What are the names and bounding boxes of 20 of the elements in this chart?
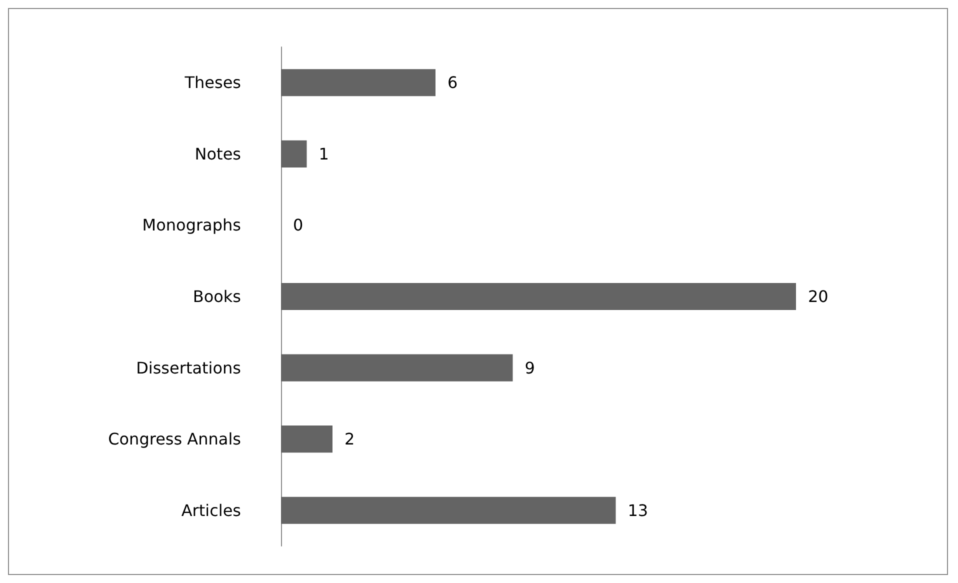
bar — [281, 140, 307, 168]
y-tick-label: Monographs — [142, 216, 241, 235]
data-label: 6 — [448, 73, 458, 92]
data-label: 1 — [318, 144, 329, 164]
data-label: 9 — [524, 358, 535, 378]
bar — [281, 496, 616, 524]
bar — [281, 426, 332, 453]
y-tick-label: Theses — [184, 73, 241, 92]
y-tick-label: Books — [192, 287, 241, 306]
data-label: 0 — [293, 216, 304, 235]
data-label: 20 — [808, 287, 828, 306]
data-label: 13 — [628, 500, 648, 520]
y-tick-label: Articles — [181, 500, 241, 520]
bar — [281, 69, 436, 96]
y-tick-label: Dissertations — [136, 358, 241, 378]
y-tick-label: Notes — [194, 144, 241, 164]
data-label: 2 — [344, 430, 355, 449]
y-tick-label: Congress Annals — [108, 430, 241, 449]
bar — [281, 282, 796, 310]
bar — [281, 354, 513, 382]
